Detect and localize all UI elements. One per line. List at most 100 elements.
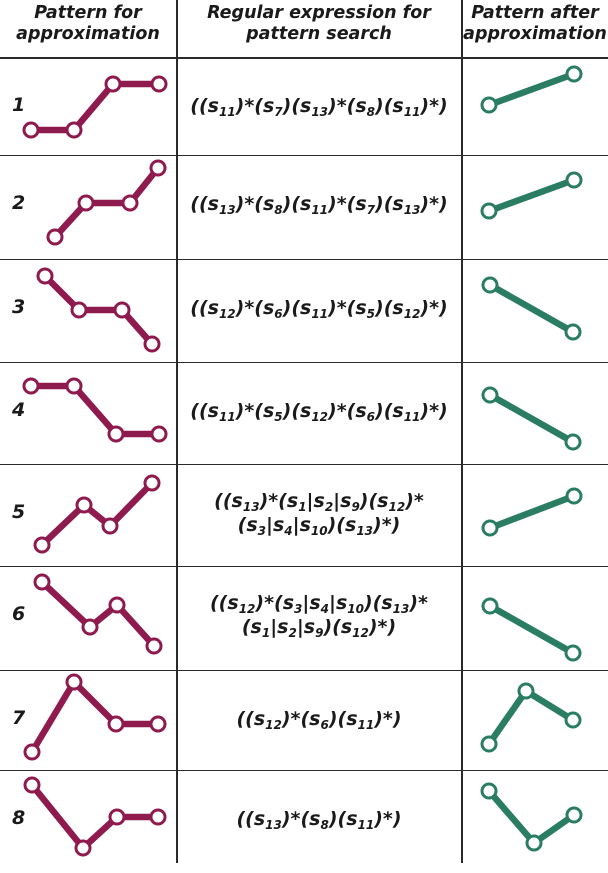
pattern-for-approximation-4-node [150, 425, 168, 443]
expression-line: (s1|s2|s9)(s12)*) [241, 616, 397, 640]
pattern-after-approximation-5-node [481, 519, 499, 537]
pattern-after-approximation-2-node [565, 171, 583, 189]
pattern-after-approximation-5 [481, 487, 583, 537]
pattern-for-approximation-4-node [65, 377, 83, 395]
pattern-after-approximation-7-node [480, 735, 498, 753]
regular-expression: ((s13)*(s1|s2|s9)(s12)* (s3|s4|s10)(s13)*… [177, 489, 461, 537]
pattern-for-approximation-1 [22, 75, 168, 139]
table-header: Pattern for approximation Regular expres… [0, 0, 608, 56]
regular-expression: ((s11)*(s5)(s12)*(s6)(s11)*) [177, 399, 461, 423]
header-pattern-for-approximation: Pattern for approximation [16, 3, 160, 44]
row-divider [0, 259, 608, 260]
pattern-after-approximation-8-node [525, 834, 543, 852]
pattern-for-approximation-7-node [107, 715, 125, 733]
bottom-margin [0, 863, 608, 873]
row-number: 5 [12, 501, 26, 523]
pattern-for-approximation-1-line [27, 80, 163, 134]
pattern-for-approximation-7-node [23, 743, 41, 761]
pattern-after-approximation-8 [480, 782, 583, 852]
pattern-for-approximation-2-line [51, 164, 162, 241]
pattern-after-approximation-1-node [480, 96, 498, 114]
row-number: 4 [12, 399, 26, 421]
row-divider [0, 362, 608, 363]
expression-line: ((s11)*(s7)(s13)*(s8)(s11)*) [190, 95, 448, 119]
pattern-for-approximation-7-line [28, 678, 162, 756]
pattern-after-approximation-7-node [564, 711, 582, 729]
row-number: 8 [12, 807, 26, 829]
pattern-for-approximation-3-node [36, 267, 54, 285]
pattern-for-approximation-8-node [23, 776, 41, 794]
pattern-for-approximation-4-node [107, 425, 125, 443]
pattern-after-approximation-7 [480, 682, 582, 753]
table-row: 2 ((s13)*(s8)(s11)*(s7)(s13)*) [0, 155, 608, 257]
pattern-for-approximation-2 [46, 159, 167, 246]
pattern-after-approximation-6-node [564, 644, 582, 662]
pattern-for-approximation-2-node [77, 194, 95, 212]
pattern-for-approximation-1-node [104, 75, 122, 93]
pattern-for-approximation-3-node [113, 301, 131, 319]
pattern-for-approximation-5-node [75, 496, 93, 514]
pattern-after-approximation-3-node [564, 323, 582, 341]
pattern-for-approximation-5-node [33, 536, 51, 554]
expression-line: ((s12)*(s6)(s11)*(s5)(s12)*) [190, 297, 448, 321]
row-number: 2 [12, 192, 26, 214]
table-row: 7 ((s12)*(s6)(s11)*) [0, 670, 608, 772]
row-number: 6 [12, 603, 26, 625]
pattern-after-approximation-1 [480, 65, 583, 114]
row-number: 7 [12, 707, 26, 729]
pattern-after-approximation-5-line [486, 492, 578, 532]
pattern-for-approximation-2-node [46, 228, 64, 246]
expression-line: ((s12)*(s6)(s11)*) [236, 708, 402, 732]
row-divider [0, 464, 608, 465]
row-number: 3 [12, 296, 26, 318]
expression-line: ((s12)*(s3|s4|s10)(s13)* [210, 592, 428, 616]
pattern-for-approximation-3-line [41, 272, 156, 348]
pattern-after-approximation-4-node [481, 386, 499, 404]
pattern-after-approximation-3 [481, 276, 582, 341]
pattern-for-approximation-7-node [149, 715, 167, 733]
header-regular-expression: Regular expression for pattern search [207, 3, 431, 44]
pattern-for-approximation-3 [36, 267, 161, 353]
table-row: 8 ((s13)*(s8)(s11)*) [0, 770, 608, 872]
regular-expression: ((s13)*(s8)(s11)*(s7)(s13)*) [177, 192, 461, 216]
pattern-for-approximation-8 [23, 776, 167, 857]
expression-line: (s3|s4|s10)(s13)*) [237, 514, 401, 538]
regular-expression: ((s11)*(s7)(s13)*(s8)(s11)*) [177, 94, 461, 118]
table-row: 1 ((s11)*(s7)(s13)*(s8)(s11)*) [0, 57, 608, 159]
pattern-after-approximation-7-node [517, 682, 535, 700]
pattern-for-approximation-6-node [81, 618, 99, 636]
header-pattern-after-approximation: Pattern after approximation [463, 3, 607, 44]
expression-line: ((s13)*(s8)(s11)*) [236, 808, 402, 832]
pattern-for-approximation-5-node [143, 474, 161, 492]
pattern-for-approximation-3-node [70, 301, 88, 319]
pattern-after-approximation-4-line [486, 391, 577, 446]
pattern-after-approximation-6-line [486, 602, 577, 657]
pattern-for-approximation-5-node [101, 517, 119, 535]
pattern-for-approximation-2-node [149, 159, 167, 177]
pattern-for-approximation-8-node [74, 839, 92, 857]
expression-line: ((s13)*(s1|s2|s9)(s12)* [214, 490, 424, 514]
row-divider [0, 155, 608, 156]
pattern-after-approximation-2-line [485, 176, 578, 215]
pattern-for-approximation-1-node [150, 75, 168, 93]
pattern-after-approximation-1-node [565, 65, 583, 83]
table-row: 6 ((s12)*(s3|s4|s10)(s13)* (s1|s2|s9)(s12)… [0, 566, 608, 668]
regular-expression: ((s13)*(s8)(s11)*) [177, 807, 461, 831]
pattern-for-approximation-6-node [108, 596, 126, 614]
pattern-for-approximation-8-line [28, 781, 162, 852]
row-divider [0, 770, 608, 771]
regular-expression: ((s12)*(s3|s4|s10)(s13)* (s1|s2|s9)(s12)*… [177, 591, 461, 639]
pattern-for-approximation-4-node [22, 377, 40, 395]
pattern-after-approximation-4 [481, 386, 582, 451]
pattern-for-approximation-8-node [108, 808, 126, 826]
column-divider [461, 0, 463, 863]
pattern-after-approximation-3-node [481, 276, 499, 294]
pattern-for-approximation-4 [22, 377, 168, 443]
pattern-for-approximation-5-line [38, 479, 156, 549]
pattern-for-approximation-3-node [143, 335, 161, 353]
pattern-for-approximation-7-node [65, 673, 83, 691]
expression-line: ((s13)*(s8)(s11)*(s7)(s13)*) [190, 193, 448, 217]
pattern-after-approximation-2-node [480, 202, 498, 220]
